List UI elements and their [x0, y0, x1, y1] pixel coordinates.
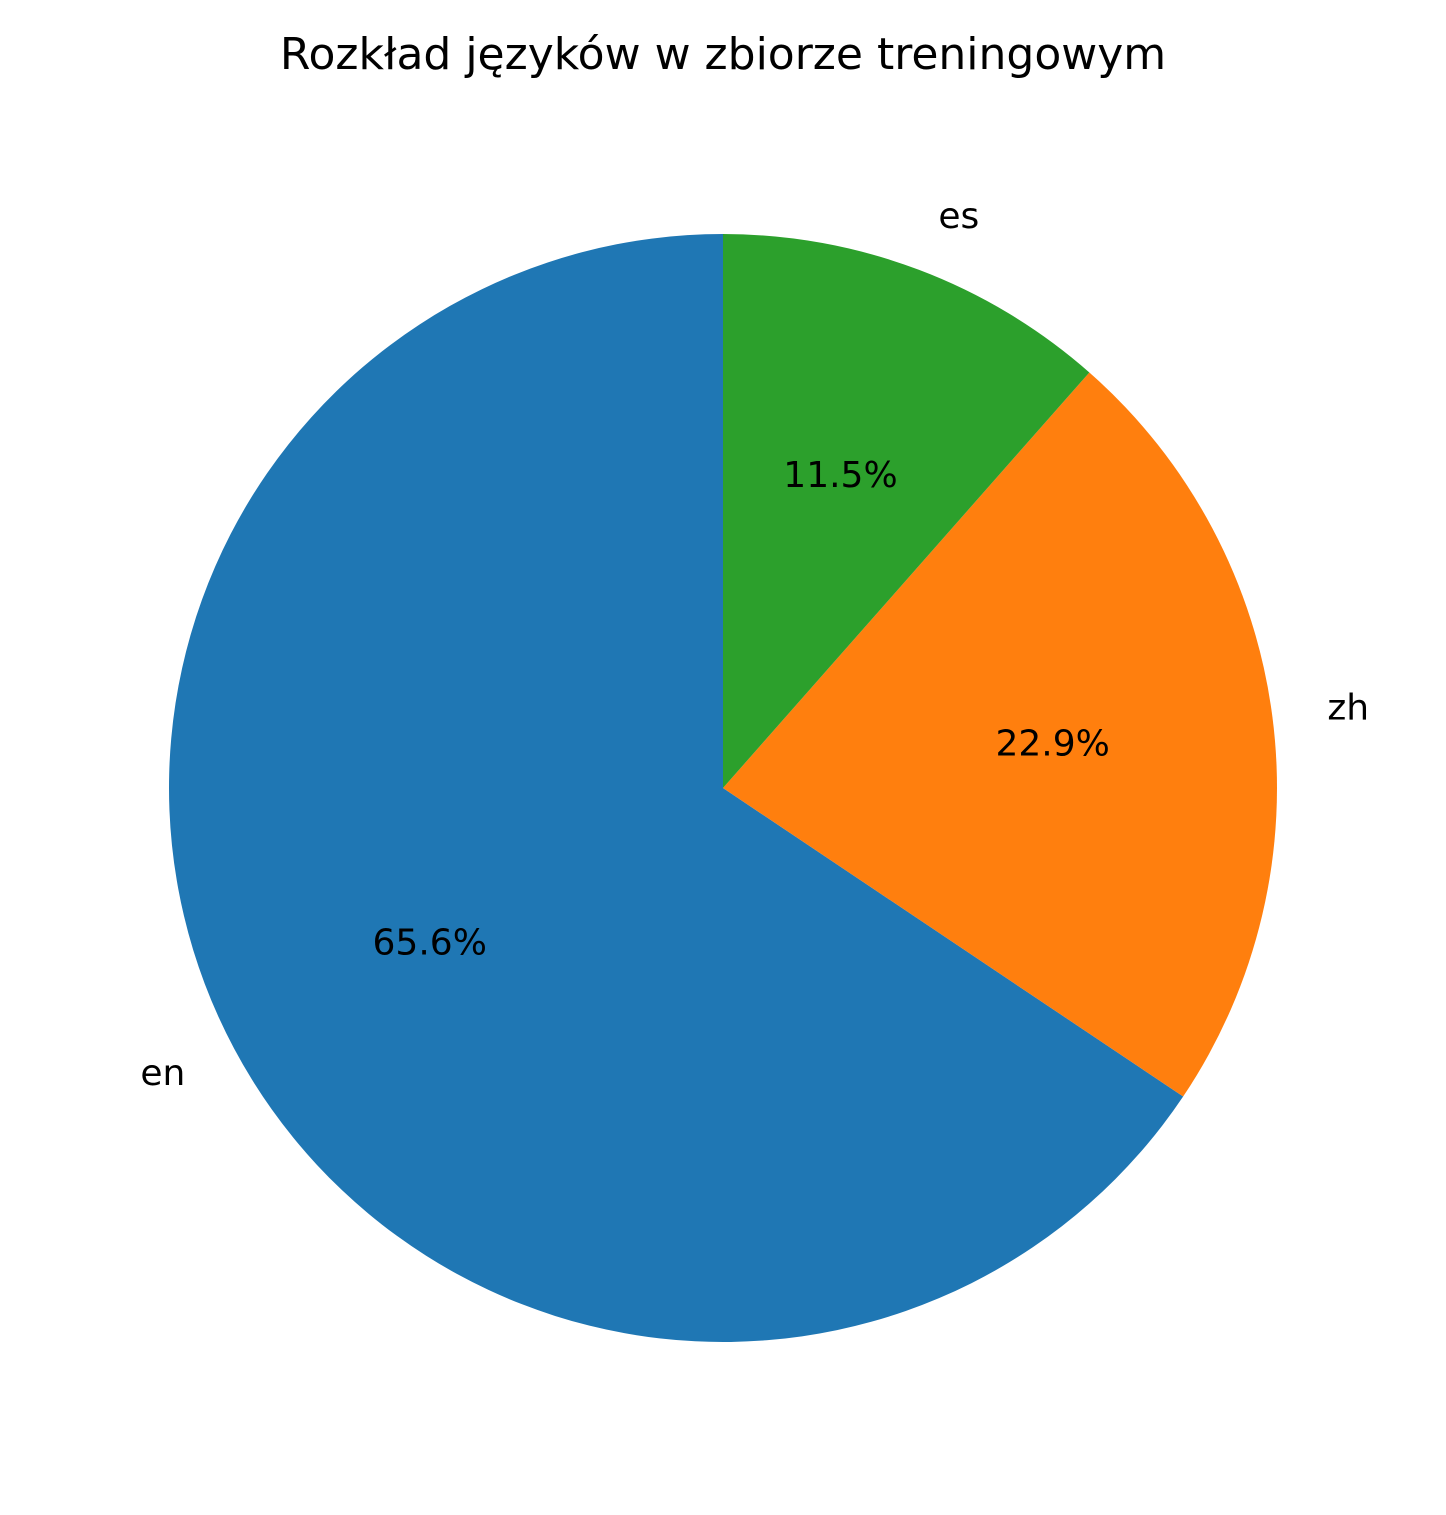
chart-title: Rozkład języków w zbiorze treningowym — [280, 29, 1166, 80]
category-label-es: es — [938, 196, 979, 237]
pie-labels: en 65.6% zh 22.9% es 11.5% — [140, 196, 1369, 1094]
percent-label-en: 65.6% — [373, 922, 487, 963]
percent-label-es: 11.5% — [783, 455, 897, 496]
pie-slice-en — [169, 234, 1184, 1342]
pie-slice-zh — [723, 372, 1278, 1097]
pie-slices — [169, 234, 1278, 1342]
category-label-en: en — [140, 1053, 185, 1094]
percent-label-zh: 22.9% — [995, 723, 1109, 764]
category-label-zh: zh — [1327, 688, 1369, 729]
pie-slice-es — [723, 234, 1090, 788]
